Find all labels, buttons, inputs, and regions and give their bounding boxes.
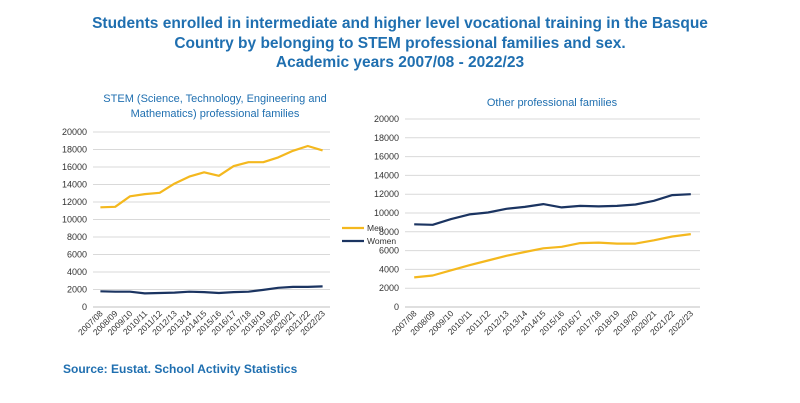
legend-label-women: Women bbox=[367, 236, 396, 246]
y-tick-label: 0 bbox=[82, 302, 87, 312]
main-title-line-2: Country by belonging to STEM professiona… bbox=[174, 34, 626, 52]
y-tick-label: 4000 bbox=[379, 264, 399, 274]
y-tick-label: 20000 bbox=[62, 127, 87, 137]
y-tick-label: 18000 bbox=[62, 145, 87, 155]
legend-label-men: Men bbox=[367, 223, 384, 233]
series-line-women bbox=[414, 193, 691, 226]
y-tick-label: 6000 bbox=[379, 246, 399, 256]
y-tick-label: 8000 bbox=[379, 227, 399, 237]
y-tick-label: 16000 bbox=[62, 162, 87, 172]
y-tick-label: 10000 bbox=[62, 215, 87, 225]
y-tick-label: 14000 bbox=[62, 180, 87, 190]
y-tick-label: 12000 bbox=[62, 197, 87, 207]
y-tick-label: 16000 bbox=[374, 152, 399, 162]
y-tick-label: 12000 bbox=[374, 189, 399, 199]
y-tick-label: 10000 bbox=[374, 208, 399, 218]
y-tick-label: 18000 bbox=[374, 133, 399, 143]
y-tick-label: 14000 bbox=[374, 170, 399, 180]
y-tick-label: 4000 bbox=[67, 267, 87, 277]
y-tick-label: 2000 bbox=[67, 285, 87, 295]
y-tick-label: 20000 bbox=[374, 114, 399, 124]
chart-other: Other professional families 0 2000 4000 6000… bbox=[374, 97, 700, 337]
series-line-men bbox=[414, 233, 691, 279]
main-title-line-3: Academic years 2007/08 - 2022/23 bbox=[275, 54, 525, 71]
main-title-line-1: Students enrolled in intermediate and hi… bbox=[92, 15, 708, 32]
series-line-men bbox=[100, 144, 323, 209]
y-tick-label: 2000 bbox=[379, 283, 399, 293]
y-tick-label: 8000 bbox=[67, 232, 87, 242]
legend: Men Women bbox=[342, 223, 396, 246]
y-tick-label: 6000 bbox=[67, 250, 87, 260]
main-title: Students enrolled in intermediate and hi… bbox=[20, 14, 780, 73]
chart-stem: STEM (Science, Technology, Engineering a… bbox=[62, 93, 330, 337]
y-tick-label: 0 bbox=[394, 302, 399, 312]
chart-title-line: STEM (Science, Technology, Engineering a… bbox=[103, 93, 326, 105]
chart-title-line: Other professional families bbox=[487, 97, 618, 109]
series-line-women bbox=[100, 285, 323, 295]
source-note: Source: Eustat. School Activity Statisti… bbox=[63, 362, 298, 376]
chart-title-line: Mathematics) professional families bbox=[131, 108, 300, 120]
